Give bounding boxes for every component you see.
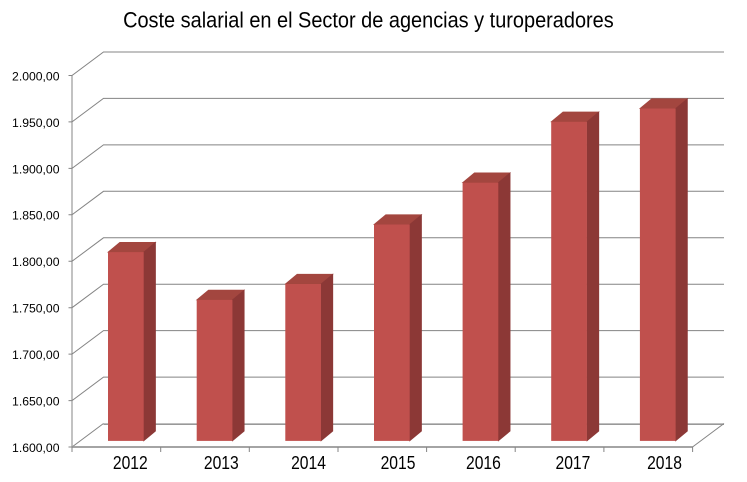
svg-text:2014: 2014: [291, 453, 326, 473]
svg-text:1.950,00: 1.950,00: [12, 116, 60, 130]
svg-text:2013: 2013: [204, 453, 239, 473]
svg-text:2018: 2018: [647, 453, 682, 473]
svg-text:Coste salarial en el Sector de: Coste salarial en el Sector de agencias …: [123, 8, 614, 33]
svg-text:2.000,00: 2.000,00: [12, 69, 60, 83]
svg-text:2016: 2016: [466, 453, 501, 473]
svg-text:2012: 2012: [113, 453, 148, 473]
svg-text:1.900,00: 1.900,00: [12, 162, 60, 176]
svg-text:2015: 2015: [381, 453, 416, 473]
svg-text:1.800,00: 1.800,00: [12, 255, 60, 269]
svg-text:1.750,00: 1.750,00: [12, 302, 60, 316]
svg-text:1.650,00: 1.650,00: [12, 395, 60, 409]
svg-text:1.700,00: 1.700,00: [12, 348, 60, 362]
svg-text:1.600,00: 1.600,00: [12, 441, 60, 455]
svg-text:1.850,00: 1.850,00: [12, 209, 60, 223]
svg-text:2017: 2017: [556, 453, 591, 473]
